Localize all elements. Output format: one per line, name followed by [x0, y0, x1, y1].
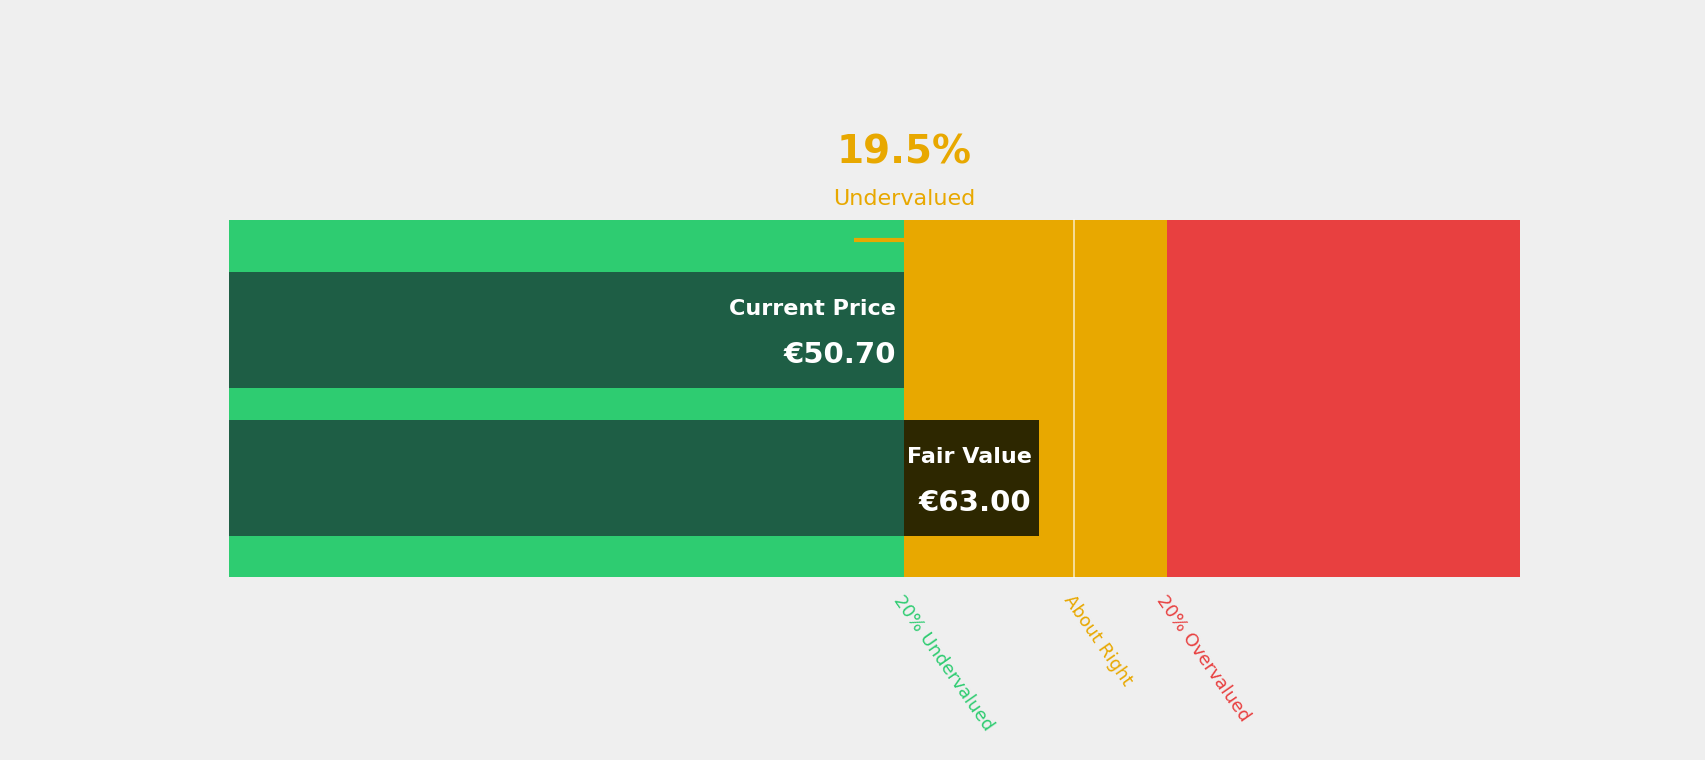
Text: 19.5%: 19.5% [835, 134, 970, 172]
Text: Undervalued: Undervalued [832, 189, 975, 210]
Bar [904, 420, 1038, 536]
Bar [1166, 220, 1519, 577]
Bar [1074, 220, 1166, 577]
Text: Fair Value: Fair Value [905, 447, 1032, 467]
Bar [904, 220, 1074, 577]
Text: 20% Overvalued: 20% Overvalued [1153, 591, 1253, 724]
Bar [228, 272, 904, 388]
Text: About Right: About Right [1059, 591, 1136, 689]
Bar [228, 420, 904, 536]
Text: 20% Undervalued: 20% Undervalued [888, 591, 996, 733]
Text: Current Price: Current Price [728, 299, 895, 319]
Bar [228, 272, 904, 388]
Text: €63.00: €63.00 [919, 489, 1032, 518]
Text: €50.70: €50.70 [783, 341, 895, 369]
Bar [228, 420, 904, 536]
Bar [228, 220, 904, 577]
